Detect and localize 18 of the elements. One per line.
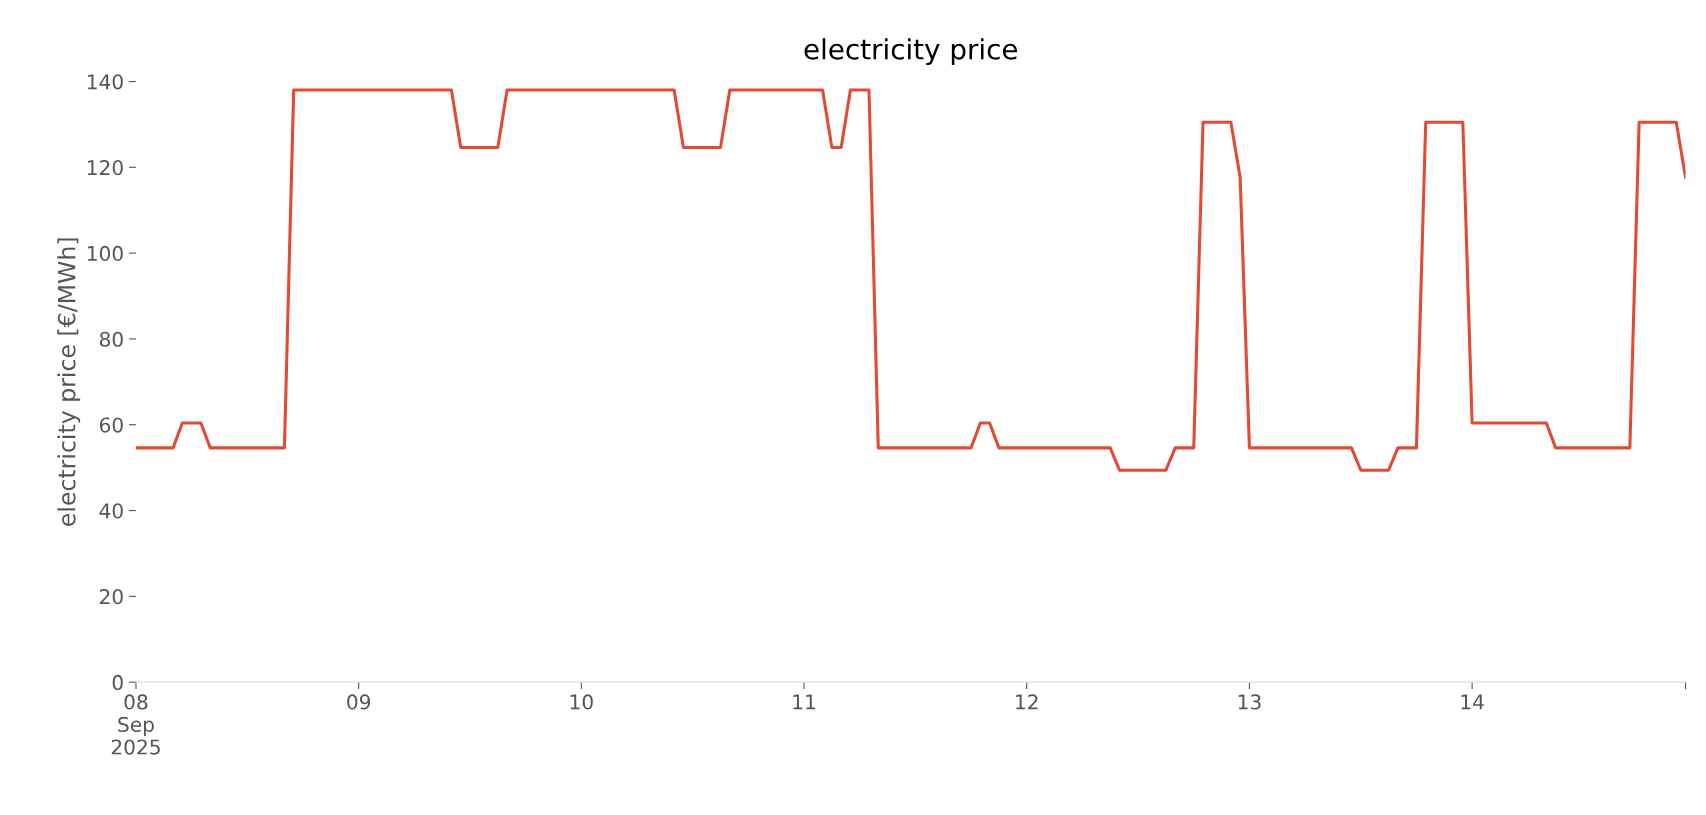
x-tick-label: 10 bbox=[570, 694, 593, 710]
x-tick-label: 08 Sep 2025 bbox=[111, 694, 160, 755]
y-tick-label: 140 bbox=[87, 74, 123, 90]
y-tick-label: 20 bbox=[100, 589, 123, 605]
x-tick-label: 11 bbox=[793, 694, 815, 710]
y-tick-label: 40 bbox=[99, 503, 123, 519]
y-tick-label: 100 bbox=[87, 245, 123, 262]
y-tick-label: 80 bbox=[99, 331, 123, 347]
x-tick-label: 12 bbox=[1016, 694, 1038, 710]
y-tick-label: 60 bbox=[99, 417, 123, 433]
chart-title: electricity price bbox=[804, 38, 1018, 66]
x-tick-label: 14 bbox=[1461, 694, 1484, 710]
y-tick-label: 120 bbox=[87, 160, 123, 176]
x-tick-label: 13 bbox=[1238, 694, 1261, 710]
x-tick-label: 09 bbox=[347, 694, 371, 710]
y-tick-label: 0 bbox=[112, 674, 123, 691]
y-axis-title: electricity price [€/MWh] bbox=[57, 238, 81, 526]
line-series bbox=[135, 88, 1686, 472]
